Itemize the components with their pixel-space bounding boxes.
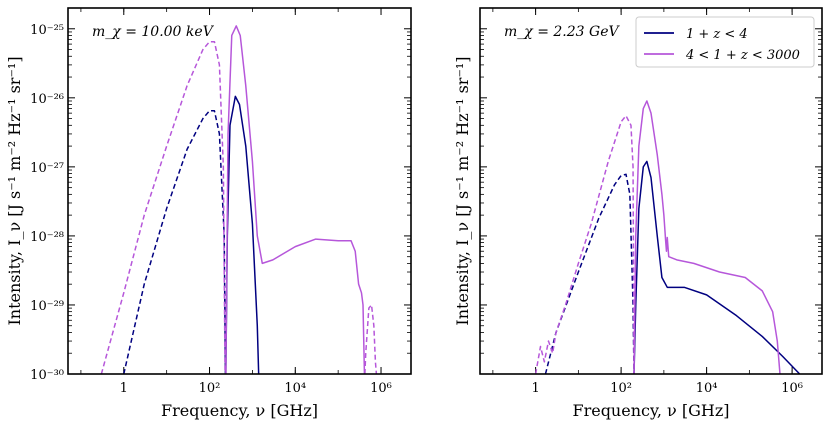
chart-panel-right: 1 10² 10⁴ 10⁶ m_χ = 2.23 GeV Frequency, ν [GH… — [453, 7, 823, 420]
legend: 1 + z < 4 4 < 1 + z < 3000 — [635, 16, 815, 68]
y-tick-label-left-4: 10⁻²⁶ — [30, 92, 64, 107]
x-tick-label-left-3: 10⁶ — [370, 381, 392, 396]
y-axis-label-left: Intensity, I_ν [J s⁻¹ m⁻² Hz⁻¹ sr⁻¹] — [5, 56, 24, 325]
series-line-right-3 — [633, 100, 781, 374]
legend-box — [635, 16, 815, 68]
x-tick-label-right-3: 10⁶ — [781, 381, 803, 396]
x-tick-label-right-2: 10⁴ — [696, 381, 718, 396]
x-tick-label-left-0: 1 — [120, 381, 128, 396]
series-line-left-1 — [225, 95, 260, 374]
chart-panel-left: 1 10² 10⁴ 10⁶ 10⁻³⁰ 10⁻²⁹ 10⁻²⁸ 10⁻²⁷ 10⁻²⁶ 10⁻²⁵… — [5, 7, 412, 420]
series-line-left-2 — [100, 40, 226, 374]
series-line-right-1 — [633, 160, 801, 374]
plot-frame-right — [479, 7, 823, 375]
y-tick-label-left-3: 10⁻²⁷ — [30, 161, 64, 176]
x-tick-label-left-1: 10² — [199, 381, 221, 396]
series-line-left-4 — [364, 304, 378, 374]
y-axis-label-right: Intensity, I_ν [J s⁻¹ m⁻² Hz⁻¹ sr⁻¹] — [453, 56, 472, 325]
x-tick-label-right-1: 10² — [610, 381, 632, 396]
legend-label-0: 1 + z < 4 — [686, 27, 748, 42]
x-tick-label-right-0: 1 — [531, 381, 539, 396]
y-tick-label-left-5: 10⁻²⁵ — [30, 23, 64, 38]
y-tick-label-left-1: 10⁻²⁹ — [30, 299, 64, 314]
annotation-left: m_χ = 10.00 keV — [92, 24, 215, 40]
legend-label-1: 4 < 1 + z < 3000 — [685, 48, 800, 63]
annotation-right: m_χ = 2.23 GeV — [504, 24, 620, 40]
x-tick-label-left-2: 10⁴ — [284, 381, 306, 396]
series-line-right-0 — [544, 173, 635, 374]
x-axis-label-right: Frequency, ν [GHz] — [572, 401, 729, 420]
series-line-right-2 — [534, 115, 635, 374]
x-axis-label-left: Frequency, ν [GHz] — [161, 401, 318, 420]
y-tick-label-left-2: 10⁻²⁸ — [30, 230, 64, 245]
y-tick-label-left-0: 10⁻³⁰ — [30, 368, 64, 383]
series-line-left-0 — [123, 109, 227, 374]
plot-frame-left — [67, 7, 412, 375]
series-line-left-3 — [225, 25, 366, 374]
